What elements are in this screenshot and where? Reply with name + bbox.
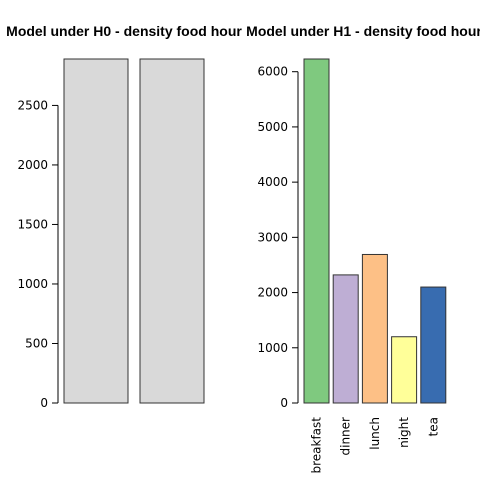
- y-tick-label: 1500: [17, 217, 48, 231]
- x-label-breakfast: breakfast: [310, 417, 324, 474]
- bar-h0-2: [139, 58, 205, 404]
- x-label-tea: tea: [426, 417, 440, 436]
- bars-h1: [303, 58, 447, 404]
- bar-dinner: [332, 274, 359, 404]
- y-tick-label: 5000: [257, 120, 288, 134]
- panel-title-h0: Model under H0 - density food hour: [6, 23, 242, 39]
- y-axis-h1: 0 1000 2000 3000 4000 5000 6000: [257, 65, 299, 410]
- y-tick-label: 3000: [257, 230, 288, 244]
- x-label-night: night: [397, 417, 411, 448]
- bar-tea: [420, 286, 447, 404]
- panel-title-h1: Model under H1 - density food hour: [246, 23, 480, 39]
- y-tick-label: 1000: [17, 277, 48, 291]
- x-label-lunch: lunch: [368, 417, 382, 450]
- y-tick-label: 500: [25, 336, 48, 350]
- y-tick-label: 6000: [257, 65, 288, 79]
- y-tick-label: 4000: [257, 175, 288, 189]
- bar-breakfast: [303, 58, 330, 404]
- y-axis-h0: 0 500 1000 1500 2000 2500: [17, 98, 59, 410]
- bar-night: [391, 336, 418, 404]
- bar-lunch: [361, 253, 388, 404]
- y-tick-label: 0: [280, 396, 288, 410]
- y-tick-label: 1000: [257, 341, 288, 355]
- bar-h0-1: [63, 58, 129, 404]
- x-labels-h1: breakfast dinner lunch night tea: [310, 417, 441, 474]
- y-tick-label: 2000: [257, 286, 288, 300]
- y-tick-label: 0: [40, 396, 48, 410]
- y-tick-label: 2500: [17, 98, 48, 112]
- x-label-dinner: dinner: [339, 417, 353, 456]
- y-tick-label: 2000: [17, 158, 48, 172]
- bars-h0: [63, 58, 205, 404]
